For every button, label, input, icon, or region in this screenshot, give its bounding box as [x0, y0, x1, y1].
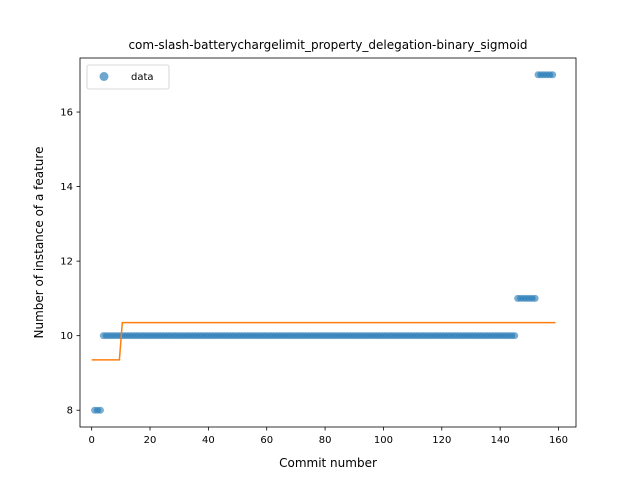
- y-tick-label: 16: [60, 108, 73, 119]
- data-point: [531, 294, 539, 302]
- x-tick-label: 60: [260, 435, 273, 446]
- x-tick-label: 120: [432, 435, 451, 446]
- x-tick-label: 140: [491, 435, 510, 446]
- fit-line: [91, 321, 556, 361]
- y-tick-label: 10: [60, 331, 73, 342]
- plot-area: [91, 71, 557, 414]
- chart-title: com-slash-batterychargelimit_property_de…: [128, 38, 527, 52]
- data-point: [549, 71, 557, 79]
- y-axis-label: Number of instance of a feature: [32, 147, 46, 339]
- x-tick-label: 20: [144, 435, 157, 446]
- legend: data: [86, 64, 170, 90]
- y-tick-label: 12: [60, 257, 73, 268]
- x-tick-label: 160: [549, 435, 568, 446]
- legend-box: [86, 64, 170, 90]
- x-tick-label: 80: [319, 435, 332, 446]
- axis-ticks: 0 20 40 60 80 100 120 140 160 8 10 12 14 16: [60, 108, 568, 446]
- legend-label-data: data: [131, 72, 154, 83]
- y-tick-label: 8: [67, 406, 73, 417]
- legend-marker-data: [99, 72, 109, 81]
- axes-frame: [79, 57, 577, 428]
- x-tick-label: 0: [88, 435, 94, 446]
- x-axis-label: Commit number: [279, 456, 377, 470]
- y-tick-label: 14: [60, 182, 73, 193]
- x-tick-label: 100: [374, 435, 393, 446]
- x-tick-label: 40: [202, 435, 215, 446]
- data-point: [511, 332, 519, 340]
- data-point: [96, 406, 104, 414]
